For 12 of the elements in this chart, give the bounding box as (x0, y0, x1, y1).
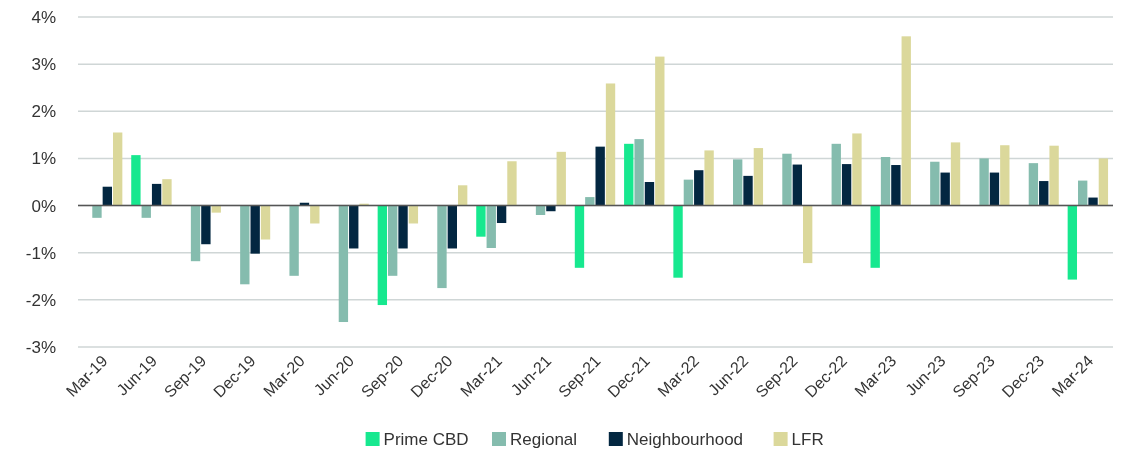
y-tick-label: -2% (25, 290, 56, 310)
y-tick-label: 1% (31, 149, 56, 169)
y-tick-label: -1% (25, 243, 56, 263)
y-tick-label: 4% (31, 7, 56, 27)
legend-label: LFR (791, 430, 824, 449)
legend-label: Prime CBD (383, 430, 469, 449)
y-tick-label: 2% (31, 102, 56, 122)
legend-label: Regional (510, 430, 578, 449)
y-tick-label: 0% (31, 196, 56, 216)
y-tick-label: 3% (31, 55, 56, 75)
y-tick-label: -3% (25, 337, 56, 357)
legend-label: Neighbourhood (626, 430, 744, 449)
